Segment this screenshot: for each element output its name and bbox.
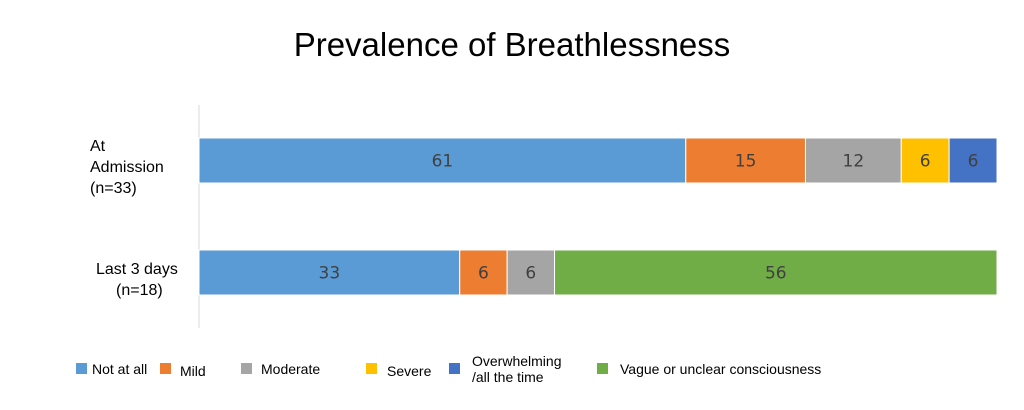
category-label-admission: At Admission (n=33) [90, 136, 164, 199]
data-label-admission-moderate: 12 [843, 152, 865, 172]
category-label-line: At [90, 138, 106, 155]
data-label-last3days-not-at-all: 33 [319, 264, 341, 284]
data-label-last3days-vague-or-unclear-consciousness: 56 [765, 264, 787, 284]
bar-last3days-vague-or-unclear-consciousness [554, 249, 998, 296]
category-label-last3days: Last 3 days (n=18) [96, 259, 178, 301]
category-label-line: Admission [90, 159, 164, 176]
bar-last3days-mild [459, 249, 508, 296]
data-label-last3days-moderate: 6 [525, 264, 536, 284]
bar-admission-not-at-all [198, 137, 687, 184]
data-label-admission-not-at-all: 61 [432, 152, 454, 172]
category-label-line: (n=18) [116, 282, 163, 299]
category-label-line: (n=33) [90, 180, 137, 197]
bar-last3days-not-at-all [198, 249, 461, 296]
data-label-admission-mild: 15 [735, 152, 757, 172]
bar-admission-overwhelming-all-the-time [948, 137, 998, 184]
bars-group: 61 15 12 6 6 33 6 6 56 [198, 137, 998, 296]
data-label-admission-severe: 6 [920, 152, 931, 172]
chart-title: Prevalence of Breathlessness [293, 26, 731, 63]
data-label-last3days-mild: 6 [478, 264, 489, 284]
data-label-admission-overwhelming-all-the-time: 6 [968, 152, 979, 172]
category-label-line: Last 3 days [96, 261, 178, 278]
bar-last3days-moderate [506, 249, 556, 296]
